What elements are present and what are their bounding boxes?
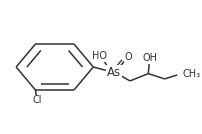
Text: O: O xyxy=(124,52,132,62)
Text: Cl: Cl xyxy=(33,95,42,105)
Text: As: As xyxy=(106,66,120,79)
Text: OH: OH xyxy=(142,53,157,63)
Text: HO: HO xyxy=(91,51,106,61)
Text: CH₃: CH₃ xyxy=(181,69,199,79)
